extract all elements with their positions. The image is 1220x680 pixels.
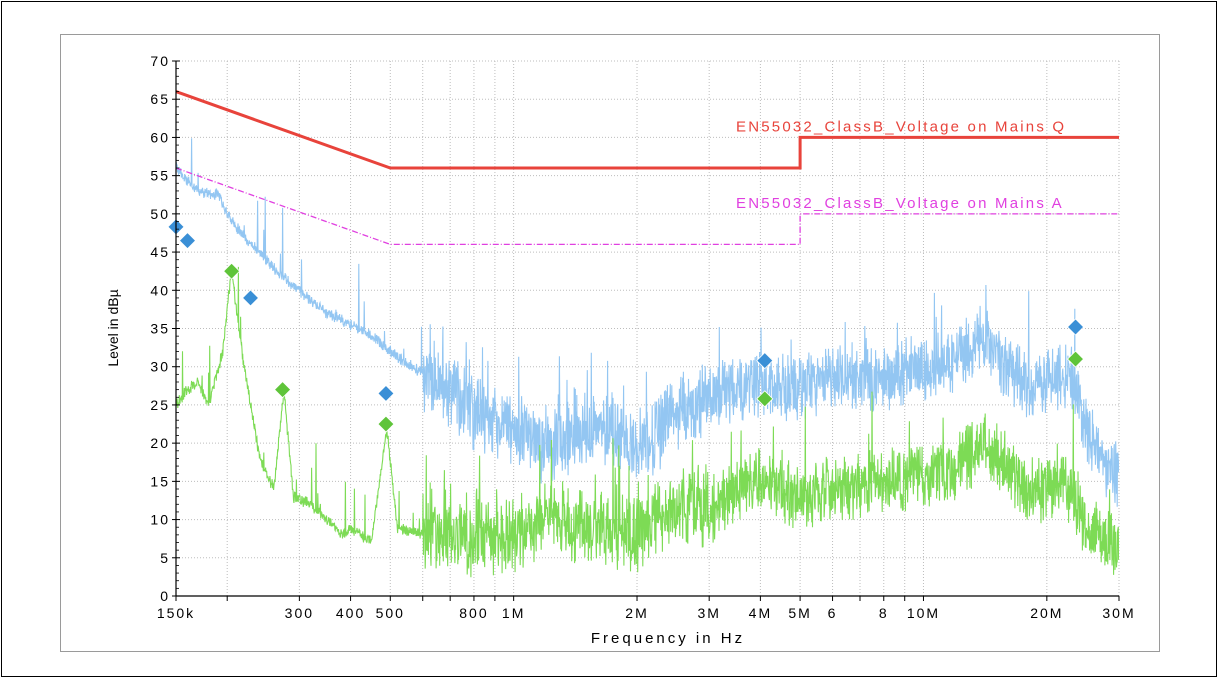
x-tick-label: 6 [828, 605, 838, 621]
y-tick-label: 50 [150, 206, 170, 222]
plot-panel [60, 34, 1160, 652]
y-tick-label: 0 [160, 588, 170, 604]
x-tick-label: 3M [697, 605, 720, 621]
y-tick-label: 5 [160, 550, 170, 566]
limit-lines: EN55032_ClassB_Voltage on Mains Q EN55032… [175, 90, 1119, 246]
av-limit-line [175, 167, 1119, 246]
qp-limit-label: EN55032_ClassB_Voltage on Mains Q [736, 118, 1066, 135]
peak-marker [178, 232, 197, 250]
peak-marker [756, 352, 774, 370]
average-marker [223, 262, 241, 280]
y-tick-label: 15 [150, 473, 170, 489]
x-tick-label: 4M [749, 605, 772, 621]
x-tick-label: 8 [879, 605, 889, 621]
x-tick-label: 500 [376, 605, 405, 621]
markers [167, 218, 1085, 433]
x-axis-label: Frequency in Hz [591, 630, 745, 647]
axes: 0 5 10 15 20 25 30 35 40 45 50 55 60 65 70 150k 300 400 50… [150, 53, 1135, 621]
average-trace [176, 266, 1119, 578]
av-limit-label: EN55032_ClassB_Voltage on Mains A [736, 195, 1064, 212]
x-tick-label: 800 [459, 605, 488, 621]
y-tick-label: 70 [150, 53, 170, 69]
y-axis-label: Level in dBµ [105, 289, 121, 366]
traces [176, 138, 1119, 578]
x-tick-label: 400 [336, 605, 365, 621]
peak-marker [241, 289, 260, 307]
qp-limit-line [175, 90, 1119, 170]
y-tick-label: 35 [150, 321, 170, 337]
peak-marker [1066, 318, 1085, 336]
y-tick-label: 20 [150, 435, 170, 451]
labels: Frequency in Hz Level in dBµ [105, 289, 745, 647]
y-tick-label: 55 [150, 168, 170, 184]
average-marker [756, 390, 774, 408]
x-tick-label: 30M [1102, 605, 1135, 621]
x-tick-label: 20M [1030, 605, 1063, 621]
x-tick-label: 300 [285, 605, 314, 621]
y-tick-label: 45 [150, 244, 170, 260]
y-tick-label: 60 [150, 129, 170, 145]
average-marker [274, 381, 292, 399]
y-tick-label: 30 [150, 359, 170, 375]
x-tick-label: 2M [625, 605, 648, 621]
y-tick-label: 10 [150, 512, 170, 528]
y-tick-label: 25 [150, 397, 170, 413]
y-tick-label: 65 [150, 91, 170, 107]
grid [176, 60, 1120, 596]
x-tick-label: 1M [502, 605, 525, 621]
average-marker [377, 415, 395, 433]
x-tick-label: 150k [157, 605, 195, 621]
y-tick-label: 40 [150, 282, 170, 298]
average-marker [1066, 350, 1085, 368]
x-tick-label: 10M [907, 605, 940, 621]
x-tick-label: 5M [788, 605, 811, 621]
peak-marker [377, 384, 395, 403]
peak-trace [176, 138, 1119, 507]
